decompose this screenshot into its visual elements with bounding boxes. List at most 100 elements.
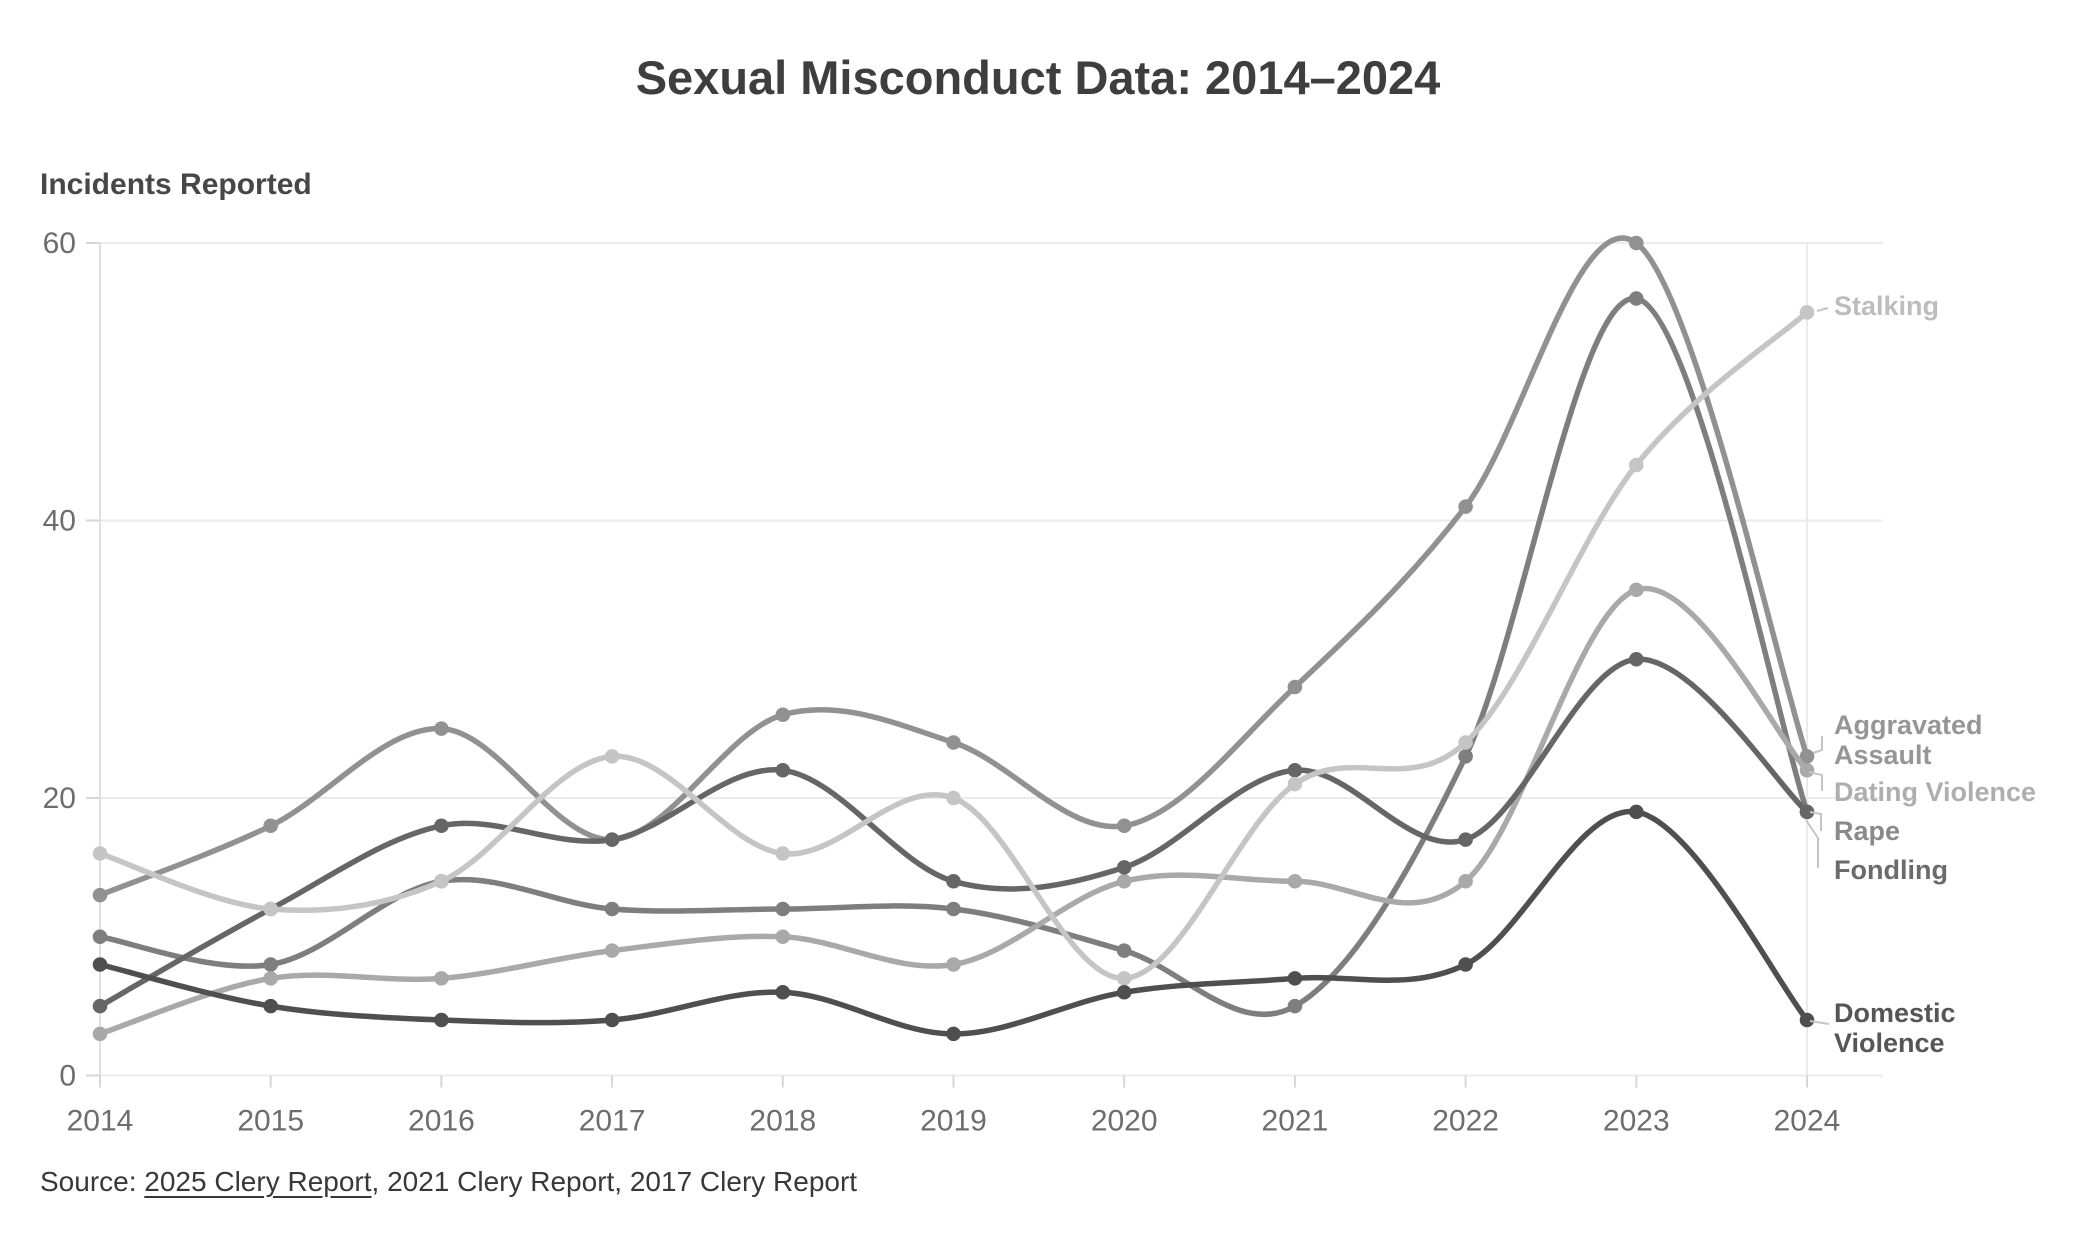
source-prefix: Source:	[40, 1166, 145, 1197]
x-tick-label-2021: 2021	[1262, 1105, 1329, 1138]
data-point-rape-2017	[604, 901, 620, 917]
data-point-rape-2019	[946, 901, 961, 917]
data-point-domestic-violence-2016	[434, 1012, 449, 1028]
data-point-domestic-violence-2017	[604, 1012, 620, 1028]
data-point-dating-violence-2020	[1116, 873, 1132, 889]
data-point-fondling-2024	[1799, 804, 1815, 820]
data-point-domestic-violence-2024	[1799, 1012, 1815, 1028]
data-point-rape-2020	[1116, 943, 1132, 958]
data-point-stalking-2023	[1629, 457, 1644, 473]
series-label-line: Violence	[1834, 1028, 1945, 1058]
series-line-fondling	[97, 656, 1810, 1009]
y-tick-label-0: 0	[59, 1060, 76, 1093]
data-point-fondling-2017	[604, 832, 620, 847]
data-point-aggravated-assault-2018	[775, 707, 791, 723]
data-point-domestic-violence-2018	[775, 984, 791, 1000]
series-label-line: Domestic	[1834, 998, 1956, 1028]
data-point-dating-violence-2023	[1629, 582, 1644, 598]
data-point-rape-2014	[92, 929, 108, 945]
series-label-line: Stalking	[1834, 291, 1940, 321]
y-axis-title: Incidents Reported	[40, 168, 312, 201]
series-label-stalking: Stalking	[1834, 291, 1939, 321]
source-caption: Source: 2025 Clery Report, 2021 Clery Re…	[40, 1166, 857, 1198]
data-point-aggravated-assault-2019	[946, 735, 961, 750]
label-connector-dating-violence	[1808, 771, 1823, 791]
data-point-rape-2015	[263, 957, 279, 972]
chart-title: Sexual Misconduct Data: 2014–2024	[635, 51, 1441, 104]
data-point-stalking-2022	[1458, 735, 1473, 750]
data-point-fondling-2022	[1458, 832, 1473, 847]
x-tick-label-2018: 2018	[749, 1105, 816, 1138]
series-line-stalking	[97, 309, 1810, 982]
data-point-aggravated-assault-2023	[1629, 235, 1644, 251]
data-point-dating-violence-2022	[1458, 873, 1473, 889]
data-point-fondling-2020	[1116, 860, 1132, 875]
data-point-fondling-2016	[434, 818, 449, 834]
series-label-aggravated-assault: Aggravated Assault	[1834, 710, 1983, 770]
label-connector-fondling	[1805, 819, 1819, 868]
x-tick-label-2023: 2023	[1603, 1105, 1670, 1138]
data-point-dating-violence-2019	[946, 957, 961, 972]
series-line-aggravated-assault	[97, 235, 1810, 898]
x-tick-label-2015: 2015	[237, 1105, 304, 1138]
data-point-fondling-2018	[775, 762, 791, 778]
data-point-stalking-2018	[775, 846, 791, 861]
x-tick-label-2022: 2022	[1432, 1105, 1499, 1138]
data-point-dating-violence-2016	[434, 971, 449, 986]
series-label-dating-violence: Dating Violence	[1834, 777, 2036, 807]
data-point-domestic-violence-2023	[1629, 804, 1644, 820]
data-point-stalking-2016	[434, 873, 449, 889]
data-point-dating-violence-2017	[604, 943, 620, 958]
data-point-aggravated-assault-2021	[1287, 679, 1303, 695]
data-point-domestic-violence-2022	[1458, 957, 1473, 972]
x-tick-label-2020: 2020	[1091, 1105, 1158, 1138]
series-label-fondling: Fondling	[1834, 855, 1948, 885]
data-point-stalking-2024	[1799, 305, 1815, 320]
data-point-stalking-2015	[263, 901, 279, 917]
x-tick-label-2024: 2024	[1774, 1105, 1841, 1138]
y-tick-label-40: 40	[43, 505, 76, 538]
data-point-fondling-2014	[92, 998, 108, 1014]
data-point-rape-2023	[1629, 291, 1644, 306]
source-link-2025-clery-report[interactable]: 2025 Clery Report	[144, 1166, 372, 1197]
data-point-dating-violence-2018	[775, 929, 791, 945]
data-point-dating-violence-2015	[263, 971, 279, 986]
data-point-domestic-violence-2019	[946, 1026, 961, 1042]
series-label-line: Rape	[1834, 816, 1901, 846]
data-point-stalking-2014	[92, 846, 108, 861]
data-point-aggravated-assault-2020	[1116, 818, 1132, 834]
x-tick-label-2019: 2019	[920, 1105, 987, 1138]
data-point-stalking-2021	[1287, 776, 1303, 792]
data-point-aggravated-assault-2022	[1458, 499, 1473, 514]
x-tick-label-2016: 2016	[408, 1105, 475, 1138]
data-point-dating-violence-2024	[1799, 762, 1815, 778]
label-connector-stalking	[1816, 307, 1829, 312]
series-label-line: Dating Violence	[1834, 777, 2037, 807]
data-point-domestic-violence-2014	[92, 957, 108, 972]
data-point-dating-violence-2014	[92, 1026, 108, 1042]
data-point-fondling-2021	[1287, 762, 1303, 778]
data-point-stalking-2019	[946, 790, 961, 806]
data-point-stalking-2020	[1116, 971, 1132, 986]
y-tick-label-60: 60	[43, 227, 76, 260]
data-point-domestic-violence-2015	[263, 998, 279, 1014]
data-point-aggravated-assault-2015	[263, 818, 279, 834]
data-point-fondling-2019	[946, 873, 961, 889]
series-label-domestic-violence: Domestic Violence	[1834, 998, 1956, 1058]
y-tick-label-20: 20	[43, 782, 76, 815]
series-label-line: Assault	[1834, 740, 1932, 770]
x-tick-label-2017: 2017	[579, 1105, 646, 1138]
data-point-rape-2018	[775, 901, 791, 917]
data-point-domestic-violence-2020	[1116, 984, 1132, 1000]
label-connector-aggravated-assault	[1812, 736, 1823, 754]
data-point-fondling-2023	[1629, 651, 1644, 667]
series-line-domestic-violence	[97, 808, 1810, 1037]
data-point-aggravated-assault-2024	[1799, 749, 1815, 764]
label-connector-rape	[1809, 811, 1822, 831]
source-rest: , 2021 Clery Report, 2017 Clery Report	[371, 1166, 858, 1197]
label-connector-domestic-violence	[1809, 1020, 1830, 1025]
series-label-line: Fondling	[1834, 855, 1948, 885]
x-tick-label-2014: 2014	[67, 1105, 134, 1138]
